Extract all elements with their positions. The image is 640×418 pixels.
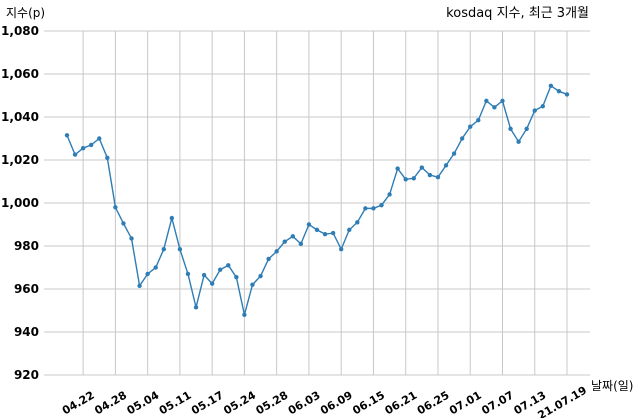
data-point — [298, 241, 304, 247]
y-tick-label: 1,040 — [1, 110, 39, 124]
x-tick-label: 05.17 — [189, 389, 226, 418]
y-tick-label: 960 — [14, 282, 39, 296]
data-point — [347, 227, 352, 233]
data-point — [306, 222, 312, 227]
data-point — [250, 282, 255, 287]
data-point — [371, 206, 376, 211]
data-point — [105, 155, 110, 161]
data-point — [201, 272, 207, 278]
data-point — [427, 172, 433, 178]
data-point — [556, 89, 562, 94]
data-point — [121, 221, 126, 226]
data-point — [266, 256, 271, 262]
data-point — [218, 267, 223, 272]
data-point — [540, 104, 546, 109]
y-tick-label: 940 — [14, 325, 39, 339]
x-tick-label: 05.11 — [157, 389, 194, 418]
data-point — [338, 247, 344, 252]
data-point — [524, 126, 529, 132]
data-point — [387, 192, 392, 197]
x-tick-label: 06.21 — [383, 389, 420, 418]
y-tick-label: 1,060 — [1, 67, 39, 81]
data-point — [419, 165, 425, 170]
data-point — [242, 312, 247, 317]
data-point — [80, 145, 86, 151]
chart-title: kosdaq 지수, 최근 3개월 — [446, 6, 589, 21]
data-point — [153, 265, 158, 270]
data-point — [379, 202, 384, 208]
x-axis-label: 날짜(일) — [591, 379, 633, 393]
data-point — [484, 98, 489, 104]
data-point — [169, 215, 175, 221]
y-tick-label: 1,080 — [1, 24, 39, 38]
data-point — [403, 177, 408, 182]
data-point — [113, 205, 118, 210]
x-tick-label: 04.28 — [92, 389, 129, 418]
data-point — [508, 126, 513, 132]
data-point — [64, 133, 70, 138]
data-point — [161, 247, 166, 252]
data-point — [209, 281, 215, 286]
x-tick-label: 05.04 — [125, 388, 162, 417]
data-point — [185, 271, 191, 277]
data-point — [258, 273, 263, 279]
y-tick-label: 980 — [14, 239, 39, 253]
data-point — [468, 124, 473, 129]
data-point — [137, 283, 142, 288]
x-tick-labels: 04.2204.2805.0405.1105.1705.2405.2806.03… — [60, 384, 589, 418]
kosdaq-series-line — [66, 84, 568, 315]
data-point — [193, 305, 199, 310]
data-point — [226, 263, 231, 268]
y-tick-label: 1,020 — [1, 153, 39, 167]
data-point — [516, 139, 521, 144]
data-point — [322, 231, 328, 237]
data-point — [145, 271, 150, 277]
data-point — [330, 230, 336, 236]
x-tick-label: 06.15 — [350, 389, 387, 418]
data-point — [435, 175, 441, 180]
data-point — [290, 234, 296, 239]
x-tick-label: 04.22 — [60, 389, 97, 418]
data-point — [129, 236, 134, 241]
data-point — [88, 142, 94, 148]
data-point — [443, 163, 449, 168]
data-point — [548, 83, 554, 89]
y-tick-label: 920 — [14, 368, 39, 382]
x-tick-label: 07.01 — [447, 389, 484, 418]
data-point — [97, 136, 102, 141]
data-point — [177, 247, 183, 252]
y-axis-label: 지수(p) — [6, 6, 45, 20]
x-tick-label: 05.24 — [221, 388, 258, 417]
x-tick-label: 06.25 — [415, 389, 452, 418]
data-point — [476, 118, 481, 123]
data-point — [500, 98, 505, 104]
data-point — [234, 274, 239, 280]
data-point — [451, 151, 457, 156]
y-gridlines — [44, 30, 590, 376]
x-tick-label: 06.03 — [286, 389, 323, 418]
kosdaq-data-points — [64, 83, 570, 317]
x-gridlines — [82, 31, 568, 375]
data-point — [355, 220, 360, 225]
data-point — [395, 166, 400, 171]
data-point — [564, 92, 570, 97]
x-tick-label: 05.28 — [254, 389, 291, 418]
data-point — [459, 136, 465, 141]
data-point — [532, 108, 537, 113]
data-point — [363, 206, 368, 211]
data-point — [274, 249, 279, 254]
data-point — [282, 239, 287, 244]
data-point — [492, 105, 497, 110]
data-point — [72, 152, 78, 157]
y-tick-label: 1,000 — [1, 196, 39, 210]
data-point — [314, 227, 320, 233]
y-tick-labels: 920 940 960 980 1,000 1,020 1,040 1,060 1,080 — [1, 24, 39, 382]
data-point — [411, 176, 416, 181]
x-tick-label: 07.07 — [479, 389, 516, 418]
x-tick-label: 06.09 — [318, 389, 355, 418]
